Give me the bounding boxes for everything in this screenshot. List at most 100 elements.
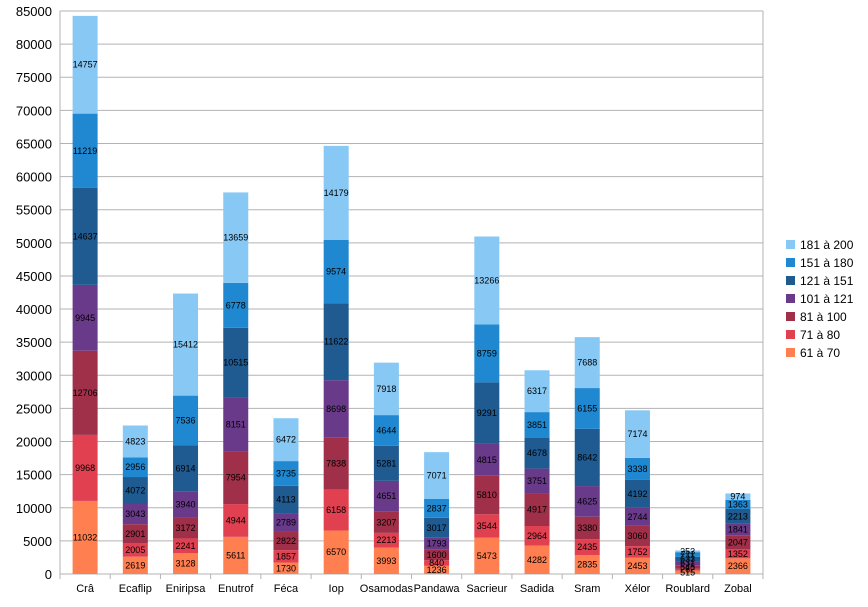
data-label: 7918 <box>376 384 396 394</box>
bar-segment <box>424 517 450 538</box>
x-tick-label: Ecaflip <box>119 583 152 595</box>
data-label: 631 <box>680 558 695 568</box>
legend-label: 61 à 70 <box>800 346 840 360</box>
bar-segment <box>624 479 650 508</box>
data-label: 515 <box>680 567 695 577</box>
bar-segment <box>72 350 98 435</box>
data-label: 2213 <box>376 535 396 545</box>
bar-segment <box>524 370 550 413</box>
data-label: 2837 <box>427 503 447 513</box>
data-label: 2241 <box>176 541 196 551</box>
data-label: 6914 <box>176 463 196 473</box>
bar-segment <box>223 536 249 574</box>
data-label: 4644 <box>376 425 396 435</box>
data-label: 11622 <box>324 337 348 347</box>
bar-segment <box>675 552 701 557</box>
data-label: 2956 <box>125 462 145 472</box>
data-label: 1352 <box>728 549 748 559</box>
bar-segment <box>72 500 98 574</box>
bar-segment <box>474 324 500 383</box>
bar-segment <box>725 493 751 500</box>
y-tick-label: 60000 <box>16 170 52 185</box>
data-label: 4625 <box>577 496 597 506</box>
data-label: 840 <box>429 558 444 568</box>
bar-segment <box>424 537 450 550</box>
bar-segment <box>574 516 600 540</box>
bar-segment <box>624 525 650 547</box>
bar-segment <box>373 511 399 533</box>
data-label: 9291 <box>477 408 497 418</box>
data-label: 5810 <box>477 490 497 500</box>
y-tick-label: 10000 <box>16 501 52 516</box>
bar-segment <box>474 475 500 515</box>
data-label: 12706 <box>73 388 98 398</box>
data-label: 6317 <box>527 386 547 396</box>
data-label: 262 <box>680 565 695 575</box>
y-tick-label: 85000 <box>16 4 52 19</box>
data-label: 6472 <box>276 435 296 445</box>
data-label: 8151 <box>226 419 246 429</box>
data-label: 3851 <box>527 420 547 430</box>
bar-segment <box>173 517 199 539</box>
bar-segment <box>624 546 650 558</box>
bar-segment <box>524 468 550 494</box>
legend: 181 à 200 151 à 180 121 à 151 101 à 121 81 à… <box>786 238 854 360</box>
bar-segment <box>725 499 751 509</box>
y-tick-label: 70000 <box>16 103 52 118</box>
data-label: 4678 <box>527 448 547 458</box>
bar-segment <box>675 570 701 574</box>
data-label: 4113 <box>276 494 295 504</box>
legend-label: 81 à 100 <box>800 310 847 324</box>
data-label: 11219 <box>73 146 97 156</box>
x-tick-label: Zobal <box>724 583 752 595</box>
data-label: 633 <box>680 554 695 564</box>
bar-segment <box>524 545 550 574</box>
legend-swatch <box>786 240 795 249</box>
bar-segment <box>323 303 349 381</box>
data-label: 13659 <box>223 233 248 243</box>
bar-segment <box>323 380 349 438</box>
data-label: 711 <box>680 550 694 560</box>
bar-segment <box>524 526 550 546</box>
data-label: 4072 <box>125 486 145 496</box>
data-label: 3380 <box>577 523 597 533</box>
data-label: 7536 <box>176 416 196 426</box>
x-tick-label: Sadida <box>520 583 555 595</box>
y-tick-label: 0 <box>45 567 52 582</box>
y-tick-label: 80000 <box>16 37 52 52</box>
data-label: 3940 <box>176 499 196 509</box>
data-label: 1236 <box>427 565 447 575</box>
bar-segment <box>122 425 148 458</box>
y-tick-label: 25000 <box>16 401 52 416</box>
bar-segment <box>373 415 399 446</box>
data-label: 2453 <box>627 561 647 571</box>
y-tick-label: 65000 <box>16 136 52 151</box>
data-label: 7954 <box>226 473 246 483</box>
legend-label: 121 à 151 <box>800 274 854 288</box>
bar-segment <box>273 418 299 462</box>
data-label: 8642 <box>577 452 597 462</box>
data-label: 2901 <box>125 529 145 539</box>
data-label: 4815 <box>477 455 497 465</box>
y-tick-label: 30000 <box>16 368 52 383</box>
x-tick-label: Féca <box>274 583 299 595</box>
bar-segment <box>323 239 349 304</box>
data-label: 8759 <box>477 348 497 358</box>
data-label: 4192 <box>627 489 647 499</box>
bar-segment <box>675 568 701 571</box>
bar-segment <box>675 550 701 553</box>
bar-segment <box>624 507 650 526</box>
bar-segment <box>323 437 349 490</box>
x-tick-label: Osamodas <box>360 583 414 595</box>
data-label: 2822 <box>276 536 296 546</box>
data-label: 3993 <box>376 556 396 566</box>
y-tick-label: 45000 <box>16 269 52 284</box>
data-label: 4944 <box>226 515 246 525</box>
bar-segment <box>273 461 299 486</box>
bar-segment <box>725 508 751 524</box>
y-tick-label: 15000 <box>16 468 52 483</box>
bar-segment <box>424 549 450 561</box>
bar-segment <box>223 192 249 283</box>
data-label: 13266 <box>474 275 499 285</box>
legend-swatch <box>786 294 795 303</box>
